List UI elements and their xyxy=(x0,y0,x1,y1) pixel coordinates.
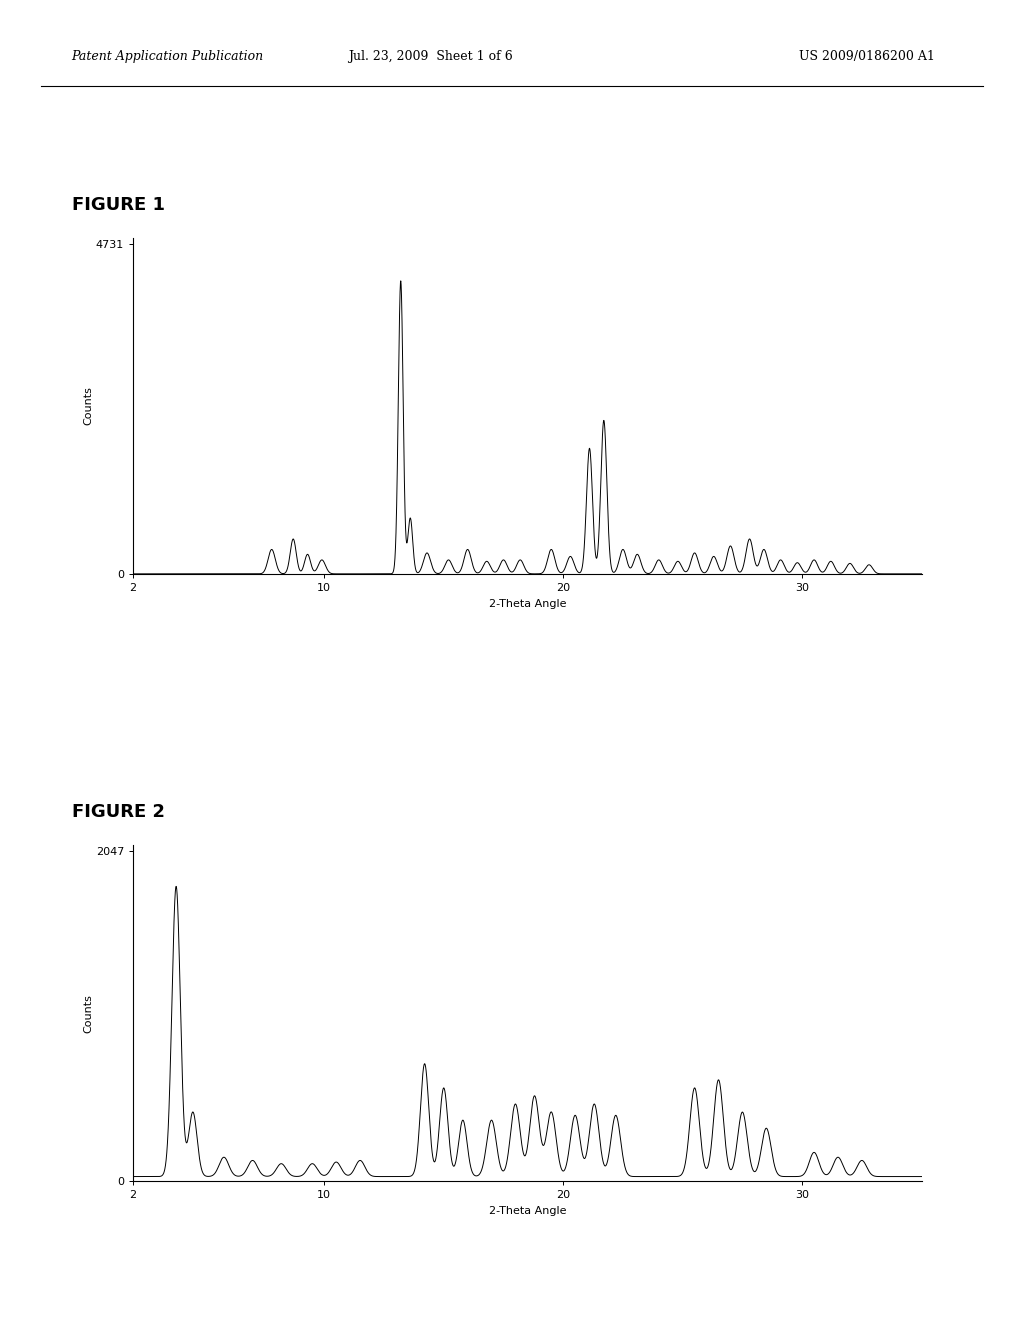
X-axis label: 2-Theta Angle: 2-Theta Angle xyxy=(488,599,566,609)
Text: Patent Application Publication: Patent Application Publication xyxy=(72,50,264,63)
Text: Jul. 23, 2009  Sheet 1 of 6: Jul. 23, 2009 Sheet 1 of 6 xyxy=(348,50,512,63)
Text: FIGURE 1: FIGURE 1 xyxy=(72,195,165,214)
X-axis label: 2-Theta Angle: 2-Theta Angle xyxy=(488,1206,566,1216)
Y-axis label: Counts: Counts xyxy=(83,994,93,1032)
Text: US 2009/0186200 A1: US 2009/0186200 A1 xyxy=(799,50,935,63)
Y-axis label: Counts: Counts xyxy=(83,387,93,425)
Text: FIGURE 2: FIGURE 2 xyxy=(72,803,165,821)
